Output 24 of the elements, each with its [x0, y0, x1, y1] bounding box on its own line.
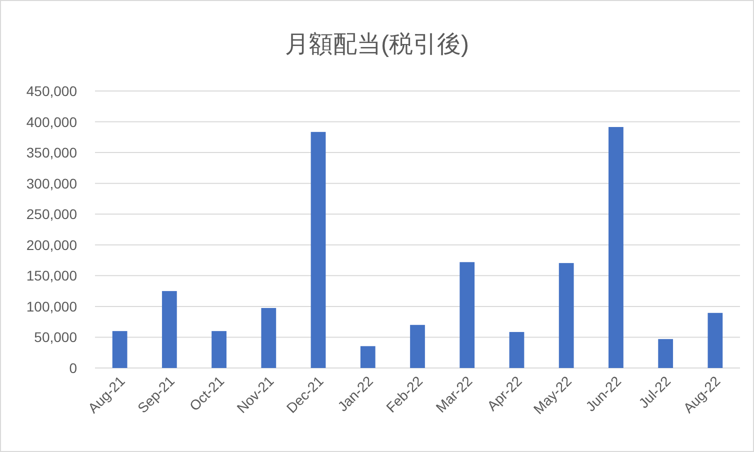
bar	[310, 132, 326, 368]
y-tick-label: 100,000	[26, 298, 78, 314]
bar	[509, 332, 524, 368]
bar	[460, 262, 475, 368]
y-tick-label: 150,000	[26, 268, 78, 284]
bar	[212, 331, 226, 368]
y-tick-label: 250,000	[26, 206, 78, 222]
y-tick-label: 300,000	[26, 175, 78, 192]
bar	[410, 324, 425, 368]
y-tick-label: 350,000	[26, 144, 78, 161]
y-tick-label: 200,000	[26, 236, 78, 253]
y-tick-label: 0	[69, 360, 78, 376]
y-tick-label: 50,000	[34, 329, 78, 346]
bar	[708, 312, 723, 368]
bar	[162, 291, 177, 368]
bar	[608, 127, 624, 368]
bar	[261, 308, 276, 368]
bar	[658, 339, 674, 368]
bar	[558, 263, 574, 368]
bar	[112, 331, 128, 368]
y-tick-label: 400,000	[26, 114, 78, 130]
y-tick-label: 450,000	[26, 83, 78, 99]
chart-title: 月額配当(税引後)	[285, 31, 469, 58]
bar	[360, 346, 376, 368]
